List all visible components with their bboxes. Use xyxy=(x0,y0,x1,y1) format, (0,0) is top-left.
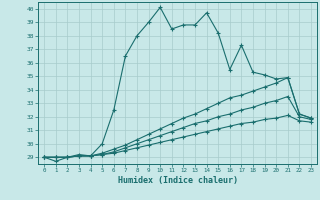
X-axis label: Humidex (Indice chaleur): Humidex (Indice chaleur) xyxy=(118,176,238,185)
